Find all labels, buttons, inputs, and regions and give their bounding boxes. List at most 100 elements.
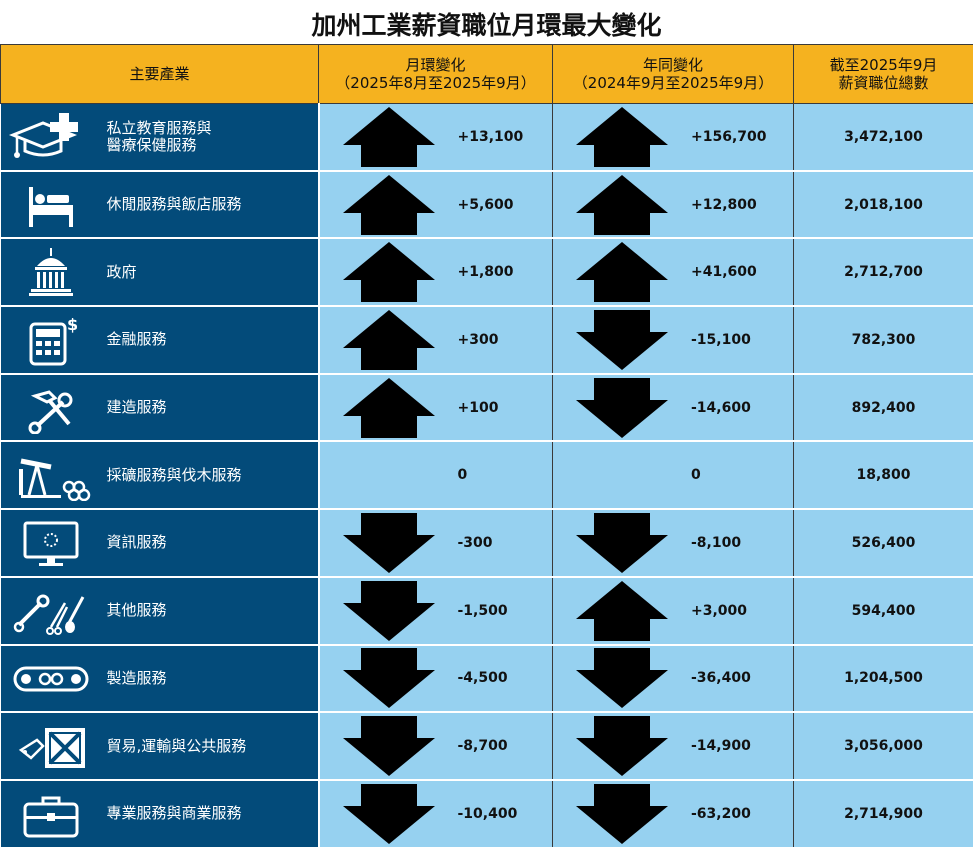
payroll-change-table: 主要產業 月環變化 （2025年8月至2025年9月） 年同變化 （2024年9…	[0, 44, 973, 849]
mom-cell: 0	[319, 441, 553, 509]
yoy-cell: -8,100	[553, 509, 794, 577]
header-total: 截至2025年9月 薪資職位總數	[794, 45, 973, 104]
mom-cell: -8,700	[319, 712, 553, 780]
mom-cell: -1,500	[319, 577, 553, 645]
arrow-down-icon	[341, 714, 437, 778]
arrow-up-icon	[341, 240, 437, 304]
yoy-value: -14,900	[691, 738, 751, 754]
industry-cell: $金融服務	[1, 306, 319, 374]
graduation-cap-medical-cross-icon	[7, 111, 95, 163]
arrow-down-icon	[574, 646, 670, 710]
yoy-cell: +3,000	[553, 577, 794, 645]
table-row: 貿易,運輸與公共服務 -8,700 -14,900 3,056,000	[1, 712, 973, 780]
yoy-value: -36,400	[691, 670, 751, 686]
industry-cell: 休閒服務與飯店服務	[1, 171, 319, 239]
yoy-cell: 0	[553, 441, 794, 509]
total-value: 2,018,100	[794, 171, 973, 239]
mom-cell: +13,100	[319, 104, 553, 171]
yoy-value: -15,100	[691, 332, 751, 348]
conveyor-belt-gears-icon	[7, 652, 95, 704]
mom-value: +1,800	[458, 264, 514, 280]
industry-label: 其他服務	[101, 602, 167, 619]
computer-monitor-icon	[7, 517, 95, 569]
total-value: 1,204,500	[794, 645, 973, 713]
crate-tag-icon	[7, 720, 95, 772]
table-row: $金融服務 +300 -15,100 782,300	[1, 306, 973, 374]
arrow-up-icon	[574, 240, 670, 304]
industry-label: 資訊服務	[101, 534, 167, 551]
arrow-down-icon	[574, 782, 670, 846]
bed-icon	[7, 179, 95, 231]
industry-cell: 採礦服務與伐木服務	[1, 441, 319, 509]
arrow-down-icon	[574, 308, 670, 372]
briefcase-icon	[7, 788, 95, 840]
yoy-value: +41,600	[691, 264, 757, 280]
arrow-down-icon	[341, 579, 437, 643]
industry-label: 專業服務與商業服務	[101, 805, 242, 822]
yoy-value: -8,100	[691, 535, 741, 551]
yoy-cell: -63,200	[553, 780, 794, 848]
arrow-up-icon	[341, 173, 437, 237]
mom-cell: +300	[319, 306, 553, 374]
mom-value: +100	[458, 400, 499, 416]
industry-label: 政府	[101, 264, 137, 281]
yoy-cell: +41,600	[553, 238, 794, 306]
arrow-up-icon	[574, 105, 670, 169]
arrow-up-icon	[341, 376, 437, 440]
arrow-up-icon	[574, 579, 670, 643]
mom-cell: +1,800	[319, 238, 553, 306]
industry-cell: 專業服務與商業服務	[1, 780, 319, 848]
mom-value: +300	[458, 332, 499, 348]
yoy-cell: -14,900	[553, 712, 794, 780]
calculator-dollar-icon: $	[7, 314, 95, 366]
no-change-mark	[574, 443, 670, 507]
mom-value: -10,400	[458, 806, 518, 822]
total-value: 782,300	[794, 306, 973, 374]
total-value: 18,800	[794, 441, 973, 509]
total-value: 594,400	[794, 577, 973, 645]
arrow-up-icon	[341, 308, 437, 372]
header-yoy: 年同變化 （2024年9月至2025年9月）	[553, 45, 794, 104]
arrow-down-icon	[574, 714, 670, 778]
arrow-up-icon	[574, 173, 670, 237]
total-value: 892,400	[794, 374, 973, 442]
table-row: 政府 +1,800 +41,600 2,712,700	[1, 238, 973, 306]
mom-cell: -4,500	[319, 645, 553, 713]
industry-cell: 製造服務	[1, 645, 319, 713]
industry-label: 休閒服務與飯店服務	[101, 196, 242, 213]
mom-cell: +100	[319, 374, 553, 442]
industry-label: 製造服務	[101, 670, 167, 687]
chart-title: 加州工業薪資職位月環最大變化	[0, 6, 973, 40]
yoy-value: +3,000	[691, 603, 747, 619]
mom-value: -300	[458, 535, 493, 551]
arrow-down-icon	[341, 511, 437, 575]
mom-value: -8,700	[458, 738, 508, 754]
industry-cell: 貿易,運輸與公共服務	[1, 712, 319, 780]
table-row: 製造服務 -4,500 -36,400 1,204,500	[1, 645, 973, 713]
total-value: 2,714,900	[794, 780, 973, 848]
industry-label: 貿易,運輸與公共服務	[101, 738, 247, 755]
industry-cell: 政府	[1, 238, 319, 306]
industry-cell: 資訊服務	[1, 509, 319, 577]
yoy-cell: -14,600	[553, 374, 794, 442]
total-value: 2,712,700	[794, 238, 973, 306]
table-row: 休閒服務與飯店服務 +5,600 +12,800 2,018,100	[1, 171, 973, 239]
total-value: 3,056,000	[794, 712, 973, 780]
header-mom: 月環變化 （2025年8月至2025年9月）	[319, 45, 553, 104]
total-value: 3,472,100	[794, 104, 973, 171]
arrow-up-icon	[341, 105, 437, 169]
industry-cell: 私立教育服務與 醫療保健服務	[1, 104, 319, 171]
mom-cell: +5,600	[319, 171, 553, 239]
yoy-value: +12,800	[691, 197, 757, 213]
yoy-cell: -15,100	[553, 306, 794, 374]
arrow-down-icon	[341, 782, 437, 846]
table-row: 其他服務 -1,500 +3,000 594,400	[1, 577, 973, 645]
capitol-building-icon	[7, 246, 95, 298]
industry-cell: 其他服務	[1, 577, 319, 645]
header-industry: 主要產業	[1, 45, 319, 104]
industry-label: 建造服務	[101, 399, 167, 416]
industry-cell: 建造服務	[1, 374, 319, 442]
